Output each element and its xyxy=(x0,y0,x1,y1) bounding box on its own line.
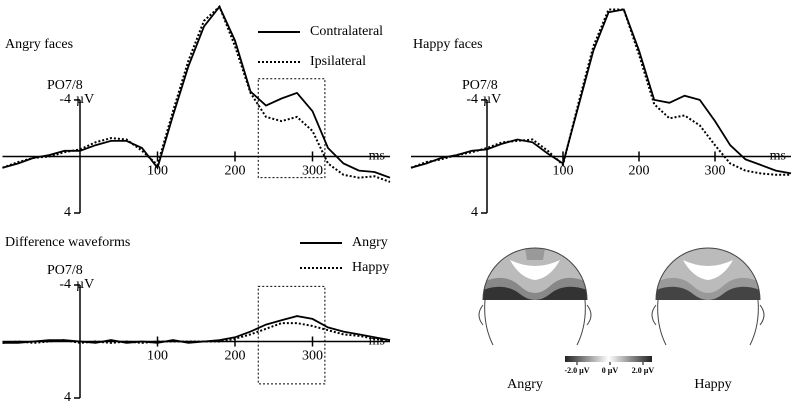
y-tick-label: -4 xyxy=(59,92,71,107)
y-unit: µV xyxy=(76,92,94,107)
x-tick-label: 300 xyxy=(302,349,323,364)
colorbar-label: -2.0 µV xyxy=(564,366,589,375)
x-tick-label: 200 xyxy=(225,164,246,179)
x-tick-label: 200 xyxy=(225,349,246,364)
waveform xyxy=(2,4,391,179)
topography-maps xyxy=(478,247,765,362)
panel-title: Angry faces xyxy=(5,37,73,52)
y-tick-label: -4 xyxy=(59,277,71,292)
legend-label: Happy xyxy=(352,260,389,275)
y-unit: µV xyxy=(76,277,94,292)
legend-label: Contralateral xyxy=(310,24,383,39)
waveform xyxy=(410,8,791,176)
head-angry xyxy=(478,247,592,346)
colorbar-label: 0 µV xyxy=(602,366,619,375)
analysis-window xyxy=(257,78,326,179)
legend-label: Ipsilateral xyxy=(310,54,366,69)
analysis-window xyxy=(257,285,326,385)
colorbar-label: 2.0 µV xyxy=(632,366,655,375)
x-label: ms xyxy=(369,149,385,164)
x-tick-label: 300 xyxy=(302,164,323,179)
x-tick-label: 100 xyxy=(147,164,168,179)
colorbar xyxy=(565,356,652,362)
map-label: Angry xyxy=(507,377,543,392)
y-tick-label: 4 xyxy=(471,205,478,220)
y-tick-label: -4 xyxy=(466,92,478,107)
waveform xyxy=(2,4,391,183)
waveform xyxy=(2,322,391,344)
panel-title: Difference waveforms xyxy=(5,235,130,250)
x-tick-label: 100 xyxy=(147,349,168,364)
x-label: ms xyxy=(770,149,786,164)
legend-label: Angry xyxy=(352,235,388,250)
y-unit: µV xyxy=(483,92,501,107)
waveform xyxy=(2,315,391,344)
head-happy xyxy=(651,247,765,346)
y-label: PO7/8 xyxy=(47,263,83,278)
y-tick-label: 4 xyxy=(64,390,71,405)
x-tick-label: 200 xyxy=(629,164,650,179)
map-label: Happy xyxy=(694,377,731,392)
x-tick-label: 300 xyxy=(705,164,726,179)
y-label: PO7/8 xyxy=(462,78,498,93)
y-label: PO7/8 xyxy=(47,78,83,93)
x-tick-label: 100 xyxy=(553,164,574,179)
y-tick-label: 4 xyxy=(64,205,71,220)
panel-title: Happy faces xyxy=(413,37,483,52)
